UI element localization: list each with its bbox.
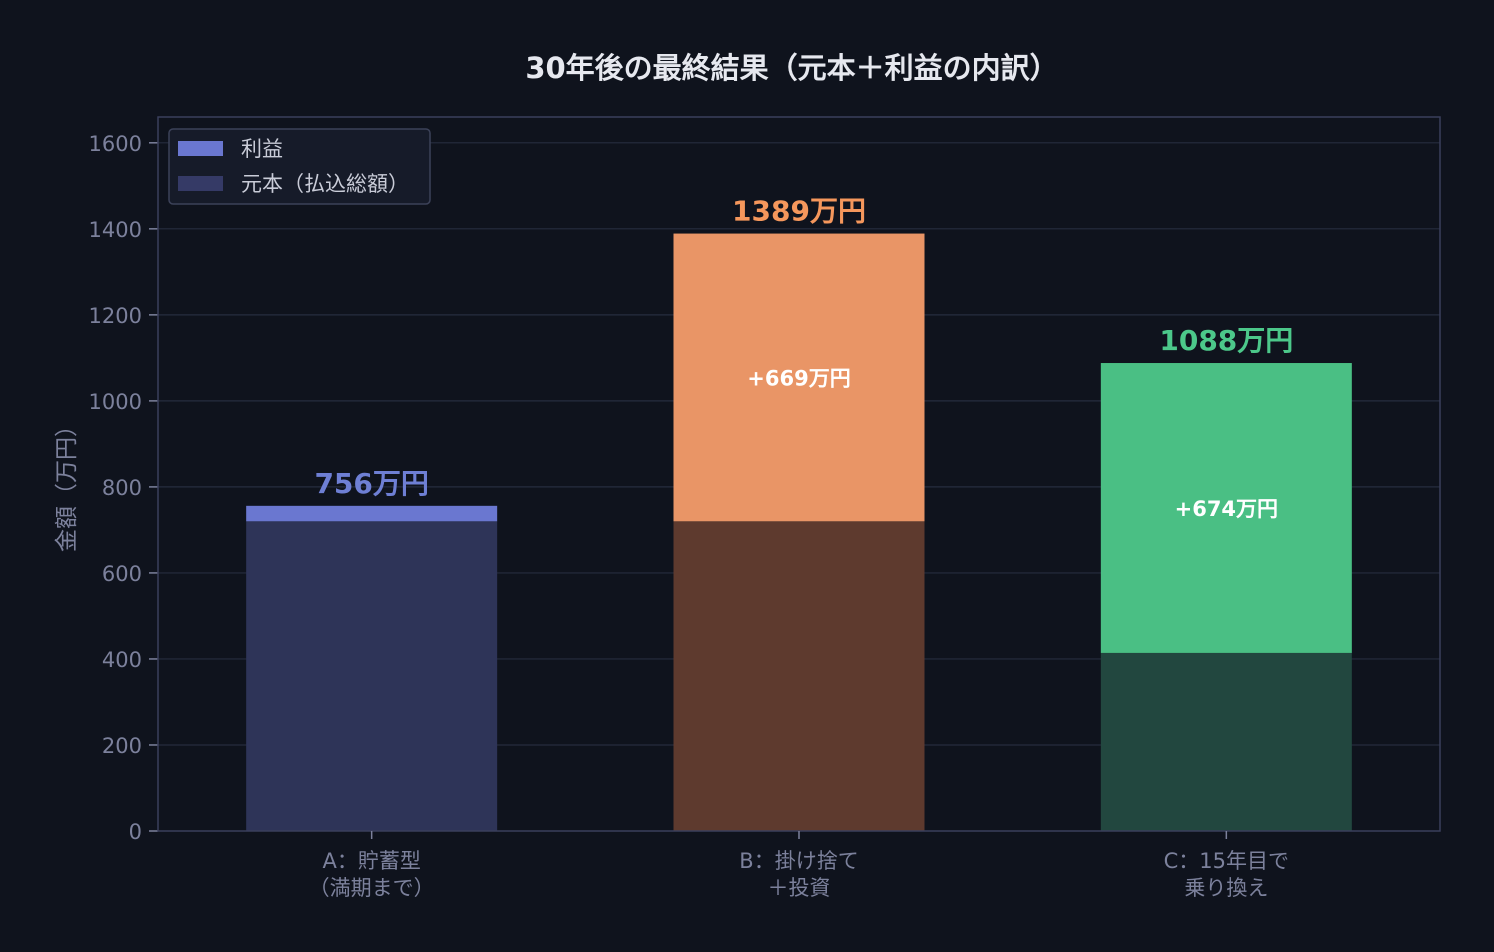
principal-bar <box>246 521 498 831</box>
y-tick-label: 0 <box>129 820 142 844</box>
y-tick-label: 1200 <box>89 304 142 328</box>
x-tick-label: （満期まで） <box>309 876 435 900</box>
profit-bar <box>1100 363 1352 653</box>
x-tick-label: 乗り換え <box>1184 876 1268 900</box>
legend-label: 利益 <box>241 137 283 161</box>
y-tick-label: 1400 <box>89 218 142 242</box>
data-labels: 756万円 1389万円 +669万円 1088万円 +674万円 <box>314 195 1293 521</box>
y-tick-label: 1000 <box>89 390 142 414</box>
total-value-label: 1088万円 <box>1159 324 1293 357</box>
total-value-label: 1389万円 <box>732 195 866 228</box>
legend-label: 元本（払込総額） <box>241 172 409 196</box>
profit-bar <box>673 233 925 522</box>
total-value-label: 756万円 <box>314 467 428 500</box>
y-tick-label: 200 <box>102 734 142 758</box>
x-tick-label: B：掛け捨て <box>739 849 858 873</box>
legend-swatch <box>178 176 223 191</box>
chart-title: 30年後の最終結果（元本＋利益の内訳） <box>525 51 1058 85</box>
profit-bar <box>246 505 498 522</box>
x-tick-label: C：15年目で <box>1164 849 1289 873</box>
profit-value-label: +669万円 <box>747 366 850 390</box>
y-tick-label: 800 <box>102 476 142 500</box>
x-tick-label: ＋投資 <box>768 876 831 900</box>
bars <box>246 233 1352 831</box>
principal-bar <box>673 521 925 831</box>
y-tick-label: 600 <box>102 562 142 586</box>
y-tick-label: 1600 <box>89 132 142 156</box>
legend-box <box>168 128 431 205</box>
principal-bar <box>1100 652 1352 831</box>
y-axis-label: 金額（万円） <box>54 414 80 552</box>
y-tick-label: 400 <box>102 648 142 672</box>
axes: 0 200 400 600 800 1000 1200 1400 1600 A：貯蓄型 （満期まで）… <box>89 116 1441 900</box>
legend-swatch <box>178 141 223 156</box>
profit-value-label: +674万円 <box>1175 497 1278 521</box>
x-tick-label: A：貯蓄型 <box>322 849 420 873</box>
